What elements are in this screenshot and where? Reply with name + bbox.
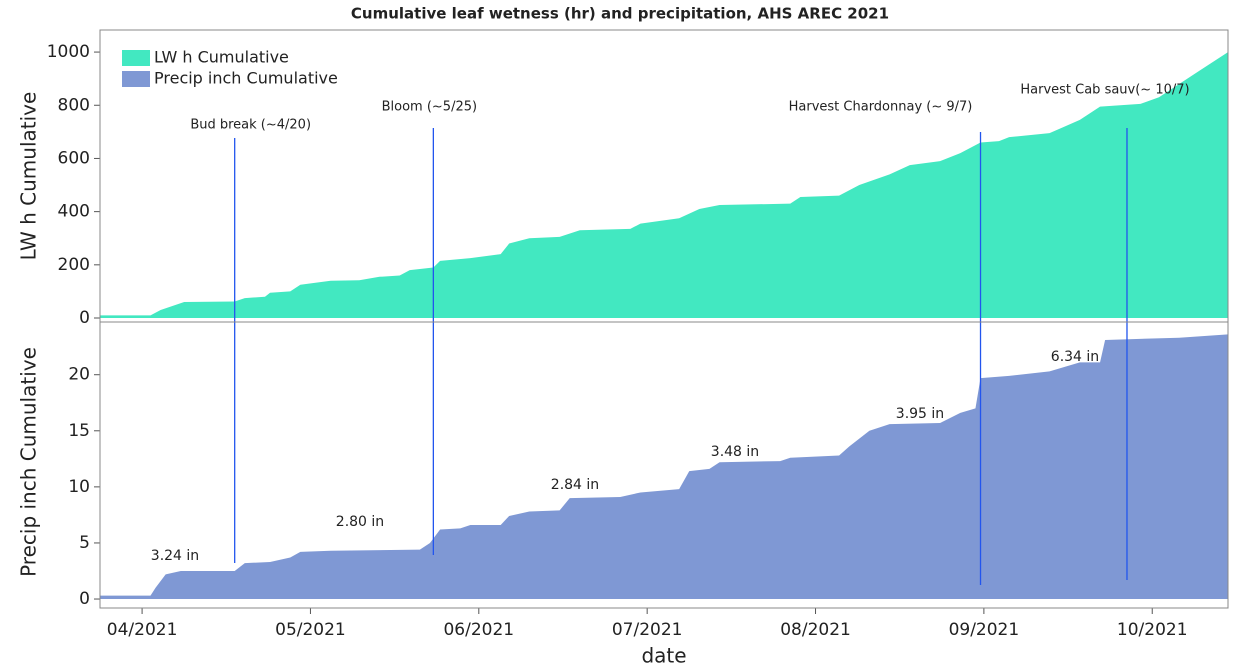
area — [100, 334, 1228, 600]
chart-title: Cumulative leaf wetness (hr) and precipi… — [351, 5, 889, 23]
x-axis-label: date — [641, 644, 686, 668]
event-label: Harvest Chardonnay (~ 9/7) — [789, 100, 973, 115]
y-tick-label: 800 — [58, 95, 90, 115]
precip-label: 3.95 in — [896, 406, 944, 422]
y-axis-label: LW h Cumulative — [17, 92, 41, 261]
y-tick-label: 20 — [68, 365, 90, 385]
precip-label: 2.80 in — [336, 514, 384, 530]
legend-swatch — [122, 71, 150, 87]
legend-label: Precip inch Cumulative — [154, 69, 338, 88]
x-tick-label: 10/2021 — [1117, 620, 1188, 640]
y-tick-label: 200 — [58, 255, 90, 275]
precip-label: 2.84 in — [551, 477, 599, 493]
precip-label: 3.24 in — [151, 548, 199, 564]
event-label: Bloom (~5/25) — [382, 100, 477, 115]
y-tick-label: 5 — [79, 533, 90, 553]
x-tick-label: 05/2021 — [275, 620, 346, 640]
x-tick-label: 04/2021 — [107, 620, 178, 640]
legend-swatch — [122, 50, 150, 66]
y-tick-label: 10 — [68, 477, 90, 497]
legend-label: LW h Cumulative — [154, 48, 289, 67]
x-tick-label: 09/2021 — [949, 620, 1020, 640]
y-tick-label: 0 — [79, 308, 90, 328]
y-tick-label: 15 — [68, 421, 90, 441]
precip-label: 3.48 in — [711, 444, 759, 460]
x-tick-label: 08/2021 — [780, 620, 851, 640]
y-tick-label: 400 — [58, 202, 90, 222]
precip-label: 6.34 in — [1051, 349, 1099, 365]
x-tick-label: 07/2021 — [612, 620, 683, 640]
y-tick-label: 600 — [58, 148, 90, 168]
event-label: Bud break (~4/20) — [190, 118, 311, 133]
area — [100, 52, 1228, 319]
y-tick-label: 0 — [79, 589, 90, 609]
plot-frame — [99, 29, 1229, 609]
y-tick-label: 1000 — [47, 42, 90, 62]
x-tick-label: 06/2021 — [443, 620, 514, 640]
event-label: Harvest Cab sauv(~ 10/7) — [1020, 83, 1189, 98]
y-axis-label: Precip inch Cumulative — [17, 347, 41, 577]
